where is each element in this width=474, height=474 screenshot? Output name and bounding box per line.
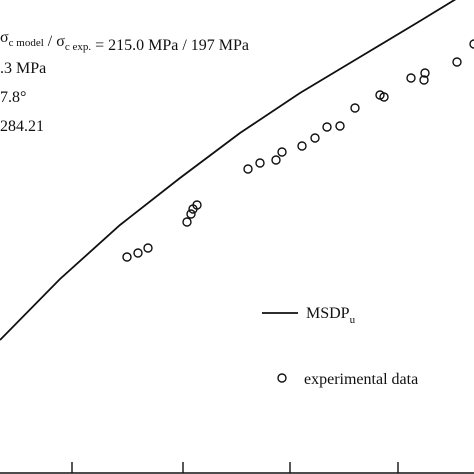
annotation-cohesion: .3 MPa	[0, 60, 46, 77]
experimental-data-point	[379, 92, 389, 102]
experimental-data-point	[277, 147, 287, 157]
experimental-data-point	[350, 103, 360, 113]
experimental-data-point	[255, 158, 265, 168]
experimental-data-point	[452, 57, 462, 67]
legend-circle-swatch	[277, 373, 287, 383]
legend: MSDPu experimental data	[262, 305, 418, 388]
experimental-data-point	[322, 122, 332, 132]
x-axis-ticks	[71, 462, 399, 473]
legend-label-experimental: experimental data	[304, 371, 418, 388]
annotation-friction-angle: 7.8°	[0, 89, 26, 106]
experimental-data-point	[182, 217, 192, 227]
experimental-data-point	[122, 252, 132, 262]
annotation-parameter: 284.21	[0, 118, 44, 135]
experimental-data-point	[469, 39, 474, 49]
experimental-data-point	[192, 200, 202, 210]
msdp-fit-line	[0, 0, 457, 341]
experimental-data-point	[143, 243, 153, 253]
annotation-sigma-ratio: σc model / σc exp. = 215.0 MPa / 197 MPa	[0, 29, 249, 54]
legend-label-msdp-sub: u	[350, 314, 356, 326]
experimental-data-point	[243, 164, 253, 174]
experimental-data-point	[419, 75, 429, 85]
experimental-data-point	[406, 73, 416, 83]
legend-label-msdp-main: MSDP	[306, 305, 350, 322]
experimental-data-point	[310, 133, 320, 143]
experimental-data-point	[186, 209, 196, 219]
experimental-data-point	[297, 141, 307, 151]
annotation-block: σc model / σc exp. = 215.0 MPa / 197 MPa…	[0, 29, 249, 135]
legend-label-msdp: MSDPu	[306, 305, 356, 326]
experimental-data-point	[271, 155, 281, 165]
experimental-data-point	[133, 248, 143, 258]
experimental-data-point	[335, 121, 345, 131]
x-axis	[0, 462, 474, 474]
plot-area	[0, 0, 474, 341]
experimental-data-point	[420, 68, 430, 78]
